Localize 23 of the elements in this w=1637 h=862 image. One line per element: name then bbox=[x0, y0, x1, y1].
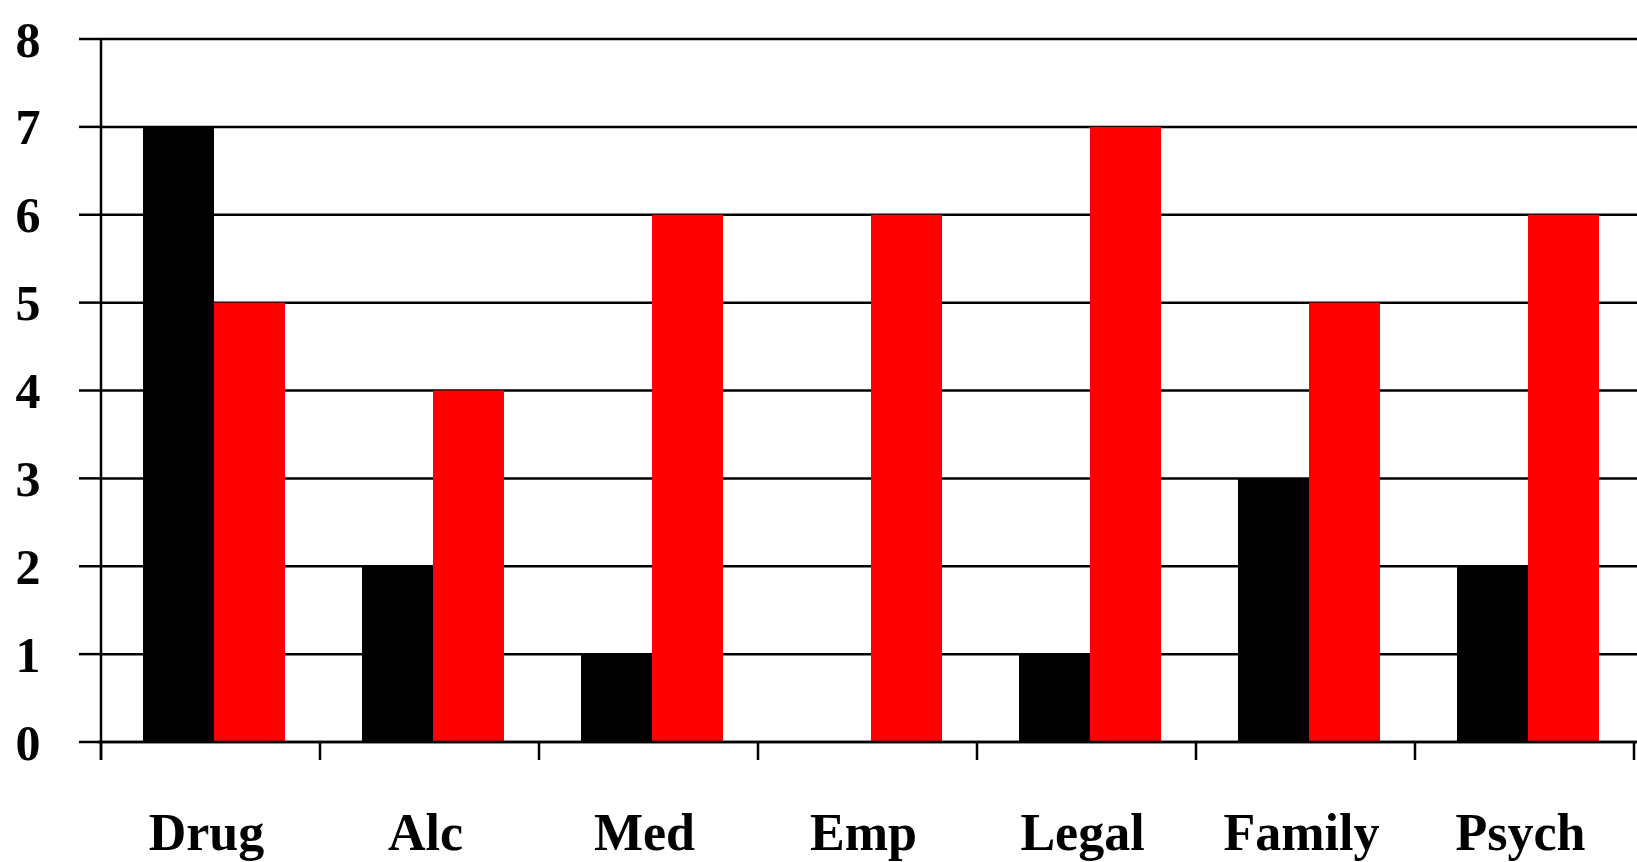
x-tick-label: Psych bbox=[1455, 804, 1586, 862]
y-tick-label: 4 bbox=[15, 363, 41, 419]
x-tick-label: Legal bbox=[1020, 804, 1145, 862]
x-tick-label: Drug bbox=[148, 804, 265, 862]
y-tick-label: 6 bbox=[15, 187, 41, 244]
x-tick-label: Family bbox=[1223, 804, 1380, 862]
bar bbox=[1090, 126, 1161, 742]
y-tick-label: 0 bbox=[15, 714, 41, 771]
x-tick-label: Med bbox=[593, 804, 696, 862]
y-tick-label: 7 bbox=[15, 99, 41, 156]
bar bbox=[1309, 302, 1380, 742]
bar bbox=[214, 302, 285, 742]
bar bbox=[871, 214, 942, 742]
y-tick-label: 3 bbox=[15, 450, 41, 507]
x-tick-label: Alc bbox=[387, 804, 464, 862]
x-tick-label: Emp bbox=[810, 804, 917, 862]
y-tick-label: 1 bbox=[15, 626, 41, 683]
y-tick-label: 5 bbox=[15, 275, 41, 332]
bar bbox=[433, 390, 504, 742]
y-tick-label: 2 bbox=[15, 538, 41, 595]
bar bbox=[652, 214, 723, 742]
bar bbox=[1528, 214, 1599, 742]
y-tick-label: 8 bbox=[15, 11, 41, 68]
